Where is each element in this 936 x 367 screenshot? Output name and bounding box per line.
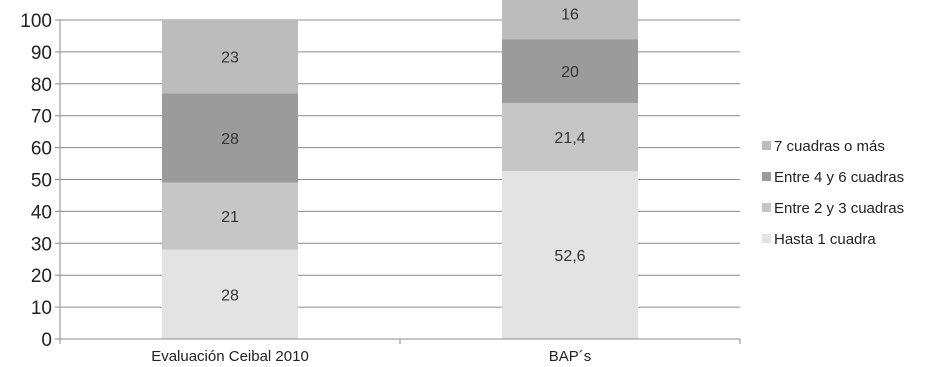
y-tick-label-50: 50 (31, 171, 52, 192)
y-tick-label-40: 40 (31, 202, 52, 223)
bar-segment-0-3 (162, 20, 298, 94)
legend-label-2: Entre 4 y 6 cuadras (774, 169, 904, 186)
y-tick-label-100: 100 (20, 11, 52, 32)
x-category-labels: Evaluación Ceibal 2010 BAP´s (151, 348, 591, 365)
y-tick-label-70: 70 (31, 107, 52, 128)
x-category-label-0: Evaluación Ceibal 2010 (151, 348, 309, 365)
y-tick-label-80: 80 (31, 75, 52, 96)
data-label-0-1: 21 (221, 209, 239, 226)
legend-swatch-2 (762, 172, 771, 181)
y-tick-label-20: 20 (31, 266, 52, 287)
legend-label-0: Hasta 1 cuadra (774, 231, 876, 248)
legend: 7 cuadras o más Entre 4 y 6 cuadras Entre … (762, 138, 904, 248)
legend-swatch-1 (762, 203, 771, 212)
y-tick-label-30: 30 (31, 234, 52, 255)
bar-segment-1-0 (502, 171, 638, 339)
data-label-1-2: 20 (561, 64, 579, 81)
axes (55, 19, 741, 344)
y-tick-label-60: 60 (31, 139, 52, 160)
x-category-label-1: BAP´s (549, 348, 592, 365)
legend-label-3: 7 cuadras o más (774, 138, 885, 155)
data-label-1-1: 21,4 (554, 130, 585, 147)
legend-label-1: Entre 2 y 3 cuadras (774, 200, 904, 217)
bar-segment-0-0 (162, 249, 298, 339)
data-label-1-0: 52,6 (554, 248, 585, 265)
bar-segment-0-2 (162, 93, 298, 183)
bar-segment-1-3 (502, 0, 638, 40)
y-tick-labels: 0 10 20 30 40 50 60 70 80 90 100 (20, 11, 52, 351)
y-tick-label-90: 90 (31, 43, 52, 64)
bar-segment-1-1 (502, 102, 638, 172)
legend-swatch-0 (762, 234, 771, 243)
data-label-0-2: 28 (221, 131, 239, 148)
y-tick-label-0: 0 (41, 330, 52, 351)
data-label-0-3: 23 (221, 50, 239, 67)
bar-segment-1-2 (502, 39, 638, 103)
bars: 28 21 28 23 52,6 21,4 20 16 (162, 0, 638, 339)
data-label-0-0: 28 (221, 287, 239, 304)
data-label-1-3: 16 (561, 7, 579, 24)
y-tick-label-10: 10 (31, 298, 52, 319)
bar-segment-0-1 (162, 182, 298, 250)
legend-swatch-3 (762, 141, 771, 150)
